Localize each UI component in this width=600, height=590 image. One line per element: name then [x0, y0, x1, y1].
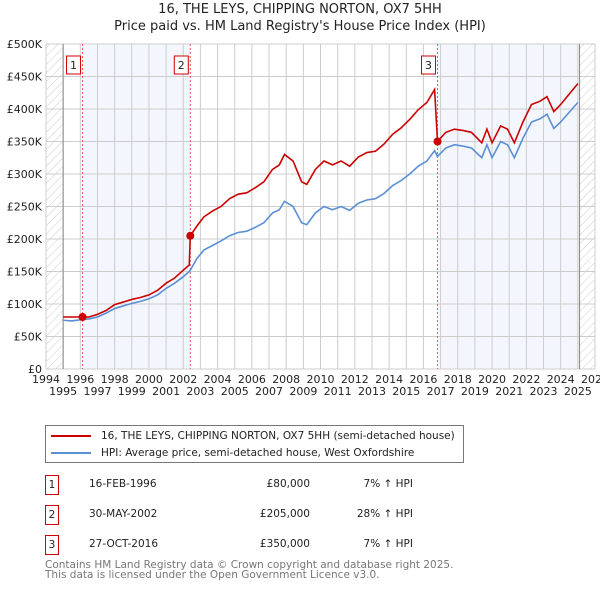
x-tick-label: 2011 [324, 385, 352, 398]
sale-point [433, 137, 442, 146]
y-tick-label: £100K [7, 298, 43, 311]
sale-hpi-change: 7% ↑ HPI [363, 478, 413, 490]
x-tick-label: 2013 [358, 385, 386, 398]
x-tick-label: 2005 [221, 385, 249, 398]
x-tick-label: 2012 [341, 373, 369, 386]
sale-row: 1 16-FEB-1996 £80,000 7% ↑ HPI [45, 475, 465, 495]
price-chart: 1 2 31994199519961997199819992000200120022… [7, 38, 600, 398]
sale-date: 30-MAY-2002 [89, 508, 158, 520]
property-price-line [63, 83, 579, 318]
x-tick-label: 1998 [101, 373, 129, 386]
sale-price: £205,000 [259, 508, 310, 520]
sale-date: 16-FEB-1996 [89, 478, 157, 490]
sale-number: 1 [45, 475, 59, 495]
legend-label-hpi: HPI: Average price, semi-detached house,… [101, 447, 415, 459]
y-tick-label: £150K [7, 266, 43, 279]
legend-item-property: 16, THE LEYS, CHIPPING NORTON, OX7 5HH (… [51, 430, 455, 442]
x-tick-label: 2022 [512, 373, 540, 386]
sale-number: 2 [45, 505, 59, 525]
x-tick-label: 2001 [152, 385, 180, 398]
hpi-line [63, 101, 579, 322]
y-tick-label: £200K [7, 233, 43, 246]
x-tick-label: 2021 [495, 385, 523, 398]
x-tick-label: 2002 [169, 373, 197, 386]
sale-row: 2 30-MAY-2002 £205,000 28% ↑ HPI [45, 505, 465, 525]
y-tick-label: £250K [7, 201, 43, 214]
x-tick-label: 1994 [32, 373, 60, 386]
legend-item-hpi: HPI: Average price, semi-detached house,… [51, 447, 414, 459]
x-tick-label: 1997 [83, 385, 111, 398]
x-tick-label: 2004 [204, 373, 232, 386]
y-tick-label: £350K [7, 136, 43, 149]
sale-hpi-change: 28% ↑ HPI [356, 508, 413, 520]
x-tick-label: 2023 [530, 385, 558, 398]
red-line-swatch [51, 435, 91, 437]
y-tick-label: £300K [7, 168, 43, 181]
sale-label-number: 1 [70, 59, 77, 72]
x-tick-label: 2014 [375, 373, 403, 386]
sale-price: £350,000 [259, 538, 310, 550]
blue-line-swatch [51, 452, 91, 454]
x-tick-label: 2009 [289, 385, 317, 398]
x-tick-label: 2008 [272, 373, 300, 386]
x-tick-label: 2026 [581, 373, 600, 386]
footer-line-2: This data is licensed under the Open Gov… [45, 569, 380, 581]
x-tick-label: 2003 [186, 385, 214, 398]
x-tick-label: 2007 [255, 385, 283, 398]
sale-point [186, 231, 195, 240]
x-tick-label: 2017 [427, 385, 455, 398]
y-tick-label: £0 [28, 363, 42, 376]
sale-row: 3 27-OCT-2016 £350,000 7% ↑ HPI [45, 535, 465, 555]
y-tick-label: £500K [7, 38, 43, 51]
y-tick-label: £50K [14, 331, 43, 344]
footer: Contains HM Land Registry data © Crown c… [45, 559, 454, 581]
x-tick-label: 2016 [409, 373, 437, 386]
y-tick-label: £450K [7, 71, 43, 84]
x-tick-label: 2000 [135, 373, 163, 386]
sale-number: 3 [45, 535, 59, 555]
legend: 16, THE LEYS, CHIPPING NORTON, OX7 5HH (… [45, 425, 464, 463]
y-tick-label: £400K [7, 103, 43, 116]
sale-label-box [66, 55, 82, 75]
sale-label-number: 2 [178, 59, 185, 72]
x-tick-label: 2006 [238, 373, 266, 386]
x-tick-label: 2019 [461, 385, 489, 398]
legend-label-property: 16, THE LEYS, CHIPPING NORTON, OX7 5HH (… [101, 430, 455, 442]
sale-label-box [173, 55, 189, 75]
x-tick-label: 1995 [49, 385, 77, 398]
sale-price: £80,000 [266, 478, 310, 490]
x-tick-label: 1996 [66, 373, 94, 386]
chart-subtitle: Price paid vs. HM Land Registry's House … [114, 19, 486, 34]
sale-point [78, 313, 87, 321]
sale-label-number: 3 [425, 59, 432, 72]
sale-date: 27-OCT-2016 [89, 538, 158, 550]
footer-line-1: Contains HM Land Registry data © Crown c… [45, 559, 454, 571]
x-tick-label: 2010 [307, 373, 335, 386]
x-tick-label: 2015 [392, 385, 420, 398]
sale-hpi-change: 7% ↑ HPI [363, 538, 413, 550]
x-tick-label: 2025 [564, 385, 592, 398]
chart-title: 16, THE LEYS, CHIPPING NORTON, OX7 5HH [158, 2, 442, 17]
x-tick-label: 2018 [444, 373, 472, 386]
x-tick-label: 1999 [118, 385, 146, 398]
sale-label-box [421, 55, 437, 75]
x-tick-label: 2024 [547, 373, 575, 386]
x-tick-label: 2020 [478, 373, 506, 386]
